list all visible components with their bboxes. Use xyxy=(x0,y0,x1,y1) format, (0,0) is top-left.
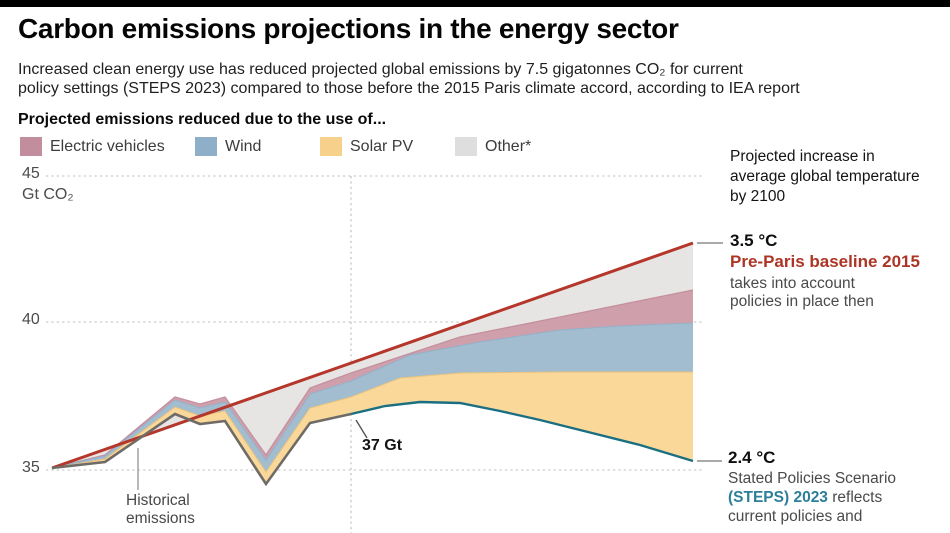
y-tick-35: 35 xyxy=(22,459,40,476)
pre-paris-baseline-label: Pre-Paris baseline 2015 xyxy=(730,252,920,271)
steps-desc-line-3: current policies and xyxy=(728,508,863,525)
legend-item-wind: Wind xyxy=(195,137,261,156)
right-heading-line-1: Projected increase in xyxy=(730,148,875,165)
temp-high-label: 3.5 °C xyxy=(730,231,778,250)
historical-emissions-label: Historical emissions xyxy=(126,492,195,527)
legend-swatch xyxy=(320,137,342,156)
line-historical xyxy=(51,412,352,487)
steps-desc-line-1: Stated Policies Scenario xyxy=(728,470,897,487)
edge-pink xyxy=(51,289,694,469)
steps-2023-label: (STEPS) 2023 xyxy=(728,489,828,506)
legend-swatch xyxy=(20,137,42,156)
steps-desc-line-2: (STEPS) 2023 reflects xyxy=(728,488,882,507)
projection-start-label: 37 Gt xyxy=(362,437,403,454)
legend-label: Wind xyxy=(225,137,262,155)
subtitle-line-1: Increased clean energy use has reduced p… xyxy=(18,61,743,78)
baseline-desc-line-1: takes into account xyxy=(730,275,855,292)
edge-blue xyxy=(51,322,694,469)
right-heading-line-2: average global temperature xyxy=(730,168,920,185)
legend-swatch xyxy=(195,137,217,156)
y-tick-40: 40 xyxy=(22,311,40,328)
legend-label: Electric vehicles xyxy=(50,137,165,155)
band-ev xyxy=(52,290,693,468)
legend-label: Solar PV xyxy=(350,137,414,155)
baseline-desc-line-2: policies in place then xyxy=(730,293,874,310)
temp-low-label: 2.4 °C xyxy=(728,448,776,467)
gt37-pointer-line xyxy=(355,419,368,439)
right-heading-line-3: by 2100 xyxy=(730,188,786,205)
legend-item-solar-pv: Solar PV xyxy=(320,137,413,156)
band-wind xyxy=(52,323,693,472)
line-steps xyxy=(350,400,694,463)
legend-label: Other* xyxy=(485,137,532,155)
edge-yellow xyxy=(51,371,693,473)
legend-swatch xyxy=(455,137,477,156)
subtitle-line-2: policy settings (STEPS 2023) compared to… xyxy=(18,80,800,97)
y-tick-45: 45 xyxy=(22,165,40,182)
legend-item-electric-vehicles: Electric vehicles xyxy=(20,137,165,156)
legend-item-other: Other* xyxy=(455,137,531,156)
steps-suffix: reflects xyxy=(832,489,883,506)
chart-section-label: Projected emissions reduced due to the u… xyxy=(18,111,387,128)
band-solar xyxy=(52,372,693,484)
top-black-bar xyxy=(0,0,950,7)
page-title: Carbon emissions projections in the ener… xyxy=(18,13,679,44)
line-baseline xyxy=(51,241,694,470)
y-axis-unit: Gt CO₂ xyxy=(22,186,74,203)
